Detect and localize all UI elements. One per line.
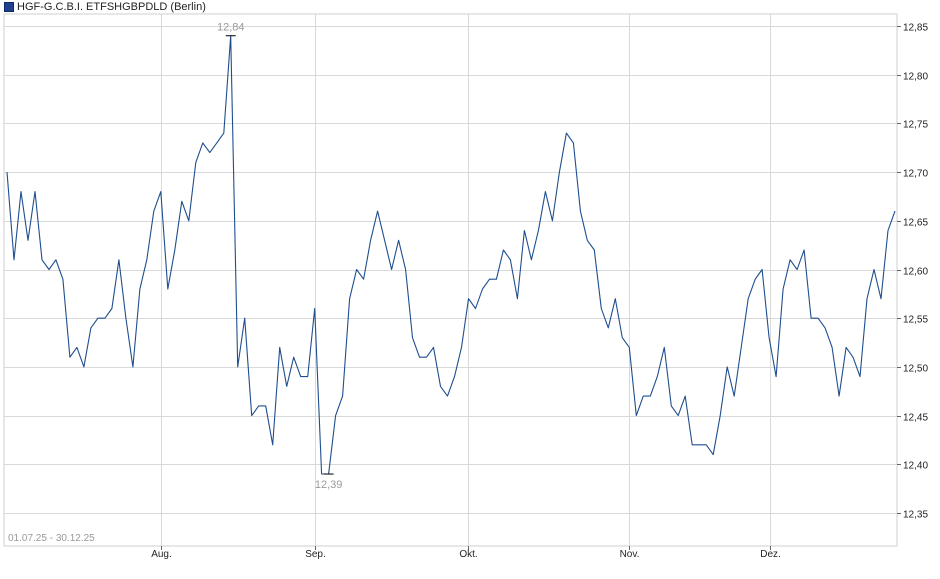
y-tick-label: 12,80	[903, 72, 928, 83]
y-tick-label: 12,45	[903, 413, 928, 424]
max-label: 12,84	[217, 22, 245, 34]
x-tick-label: Nov.	[620, 549, 640, 560]
min-label: 12,39	[315, 479, 343, 491]
x-axis: Aug. Sep. Okt. Nov. Dez.	[151, 546, 781, 560]
x-tick-label: Sep.	[305, 549, 326, 560]
y-tick-label: 12,60	[903, 267, 928, 278]
series-layer	[6, 35, 896, 475]
series-line	[6, 35, 896, 475]
grid	[3, 13, 898, 547]
y-tick-label: 12,65	[903, 218, 928, 229]
y-tick-label: 12,50	[903, 364, 928, 375]
y-axis: 12,35 12,40 12,45 12,50 12,55 12,60 12,65 12,70…	[897, 23, 928, 521]
legend: HGF-G.C.B.I. ETFSHGBPDLD (Berlin)	[4, 0, 206, 14]
plot-frame	[3, 13, 898, 547]
y-tick-label: 12,55	[903, 315, 928, 326]
y-tick-label: 12,35	[903, 510, 928, 521]
legend-label: HGF-G.C.B.I. ETFSHGBPDLD (Berlin)	[17, 1, 206, 13]
x-tick-label: Aug.	[151, 549, 172, 560]
y-tick-label: 12,75	[903, 120, 928, 131]
x-tick-label: Dez.	[760, 549, 781, 560]
y-tick-label: 12,70	[903, 169, 928, 180]
x-tick-label: Okt.	[459, 549, 477, 560]
legend-swatch	[4, 2, 14, 12]
y-tick-label: 12,40	[903, 461, 928, 472]
y-tick-label: 12,85	[903, 23, 928, 34]
annotations: 12,84 12,39	[217, 22, 342, 491]
date-range: 01.07.25 - 30.12.25	[8, 533, 95, 544]
